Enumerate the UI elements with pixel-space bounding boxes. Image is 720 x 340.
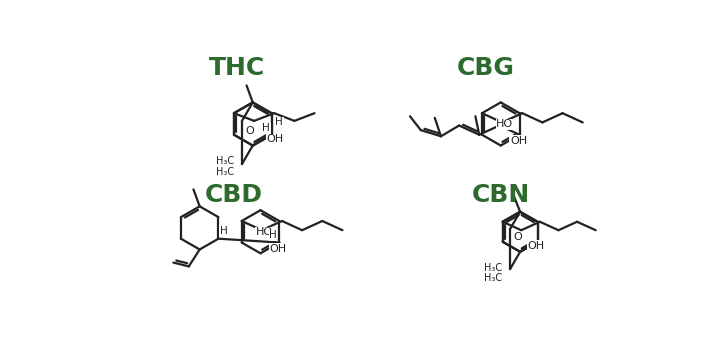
Text: O: O	[513, 232, 522, 242]
Text: HO: HO	[496, 119, 513, 129]
Text: OH: OH	[510, 136, 527, 146]
Text: THC: THC	[209, 56, 266, 80]
Text: CBN: CBN	[472, 183, 530, 207]
Text: H₃C: H₃C	[216, 167, 234, 177]
Text: H: H	[276, 117, 283, 127]
Text: H₃C: H₃C	[216, 156, 234, 166]
Text: OH: OH	[270, 244, 287, 254]
Text: OH: OH	[528, 241, 545, 251]
Text: H: H	[269, 230, 277, 240]
Text: CBD: CBD	[204, 183, 262, 207]
Text: CBG: CBG	[456, 56, 514, 80]
Text: OH: OH	[266, 134, 284, 144]
Text: H₃C: H₃C	[484, 262, 503, 273]
Text: O: O	[245, 126, 253, 136]
Text: H₃C: H₃C	[484, 273, 503, 283]
Text: H: H	[220, 226, 228, 236]
Text: H: H	[262, 123, 270, 133]
Text: HO: HO	[256, 227, 273, 237]
